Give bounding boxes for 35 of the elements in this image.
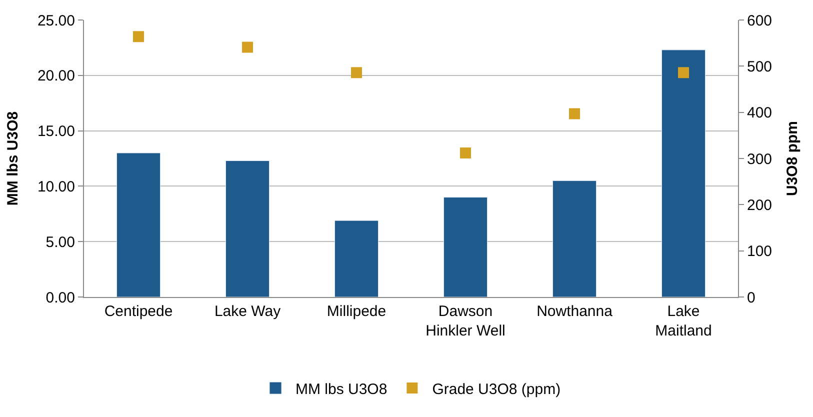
legend-label: Grade U3O8 (ppm) — [432, 380, 561, 398]
bar — [225, 160, 270, 297]
bar — [661, 50, 706, 297]
x-tick-label: Millipede — [326, 303, 386, 320]
x-tick-label: Dawson Hinkler Well — [426, 303, 506, 340]
y-tick-label: 0.00 — [46, 289, 75, 306]
y-tick-label: 10.00 — [37, 178, 75, 196]
y-tick-label: 20.00 — [37, 68, 75, 85]
point — [351, 67, 362, 78]
y2-tick-label: 600 — [747, 12, 772, 30]
y-tick-label: 25.00 — [37, 12, 75, 30]
x-tick-label: Nowthanna — [536, 303, 614, 320]
point — [569, 108, 580, 120]
y2-tick-label: 100 — [747, 243, 772, 260]
bar — [334, 220, 379, 297]
point — [678, 67, 689, 78]
legend-label: MM lbs U3O8 — [296, 380, 388, 398]
y-axis-title: MM lbs U3O8 — [4, 111, 22, 206]
bar — [443, 197, 488, 297]
x-tick-label: Lake Maitland — [655, 303, 712, 340]
point — [242, 42, 253, 53]
point — [460, 147, 471, 158]
y2-axis-title: U3O8 ppm — [784, 120, 802, 196]
y-tick-label: 5.00 — [46, 234, 75, 251]
y2-tick-label: 400 — [747, 104, 772, 122]
y2-tick-label: 0 — [747, 289, 756, 306]
bar — [116, 152, 161, 297]
point — [133, 31, 144, 42]
y2-tick-label: 300 — [747, 150, 772, 168]
y2-tick-label: 200 — [747, 196, 772, 214]
bar — [552, 180, 597, 297]
x-tick-label: Centipede — [104, 303, 173, 320]
x-tick-label: Lake Way — [214, 303, 282, 320]
y2-tick-label: 500 — [747, 58, 772, 76]
y-tick-label: 15.00 — [37, 123, 75, 140]
